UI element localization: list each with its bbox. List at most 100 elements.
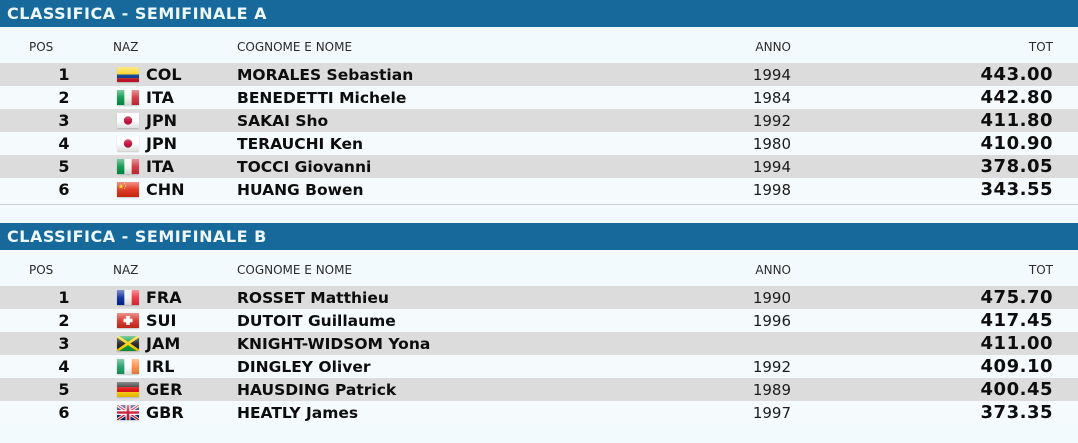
total-score-cell: 378.05 — [980, 156, 1053, 177]
column-header-anno: ANNO — [755, 263, 791, 277]
birth-year-cell: 1984 — [752, 88, 791, 107]
column-header-pos: POS — [29, 263, 54, 277]
flag-icon — [117, 336, 139, 351]
athlete-name-cell: MORALES Sebastian — [237, 65, 414, 84]
birth-year-cell: 1992 — [752, 111, 791, 130]
table-row: 6 GBR HEATLY James 1997 373.35 — [0, 401, 1078, 424]
column-headers-b: POS NAZ COGNOME E NOME ANNO TOT — [0, 250, 1078, 286]
nationality-cell: GER — [100, 380, 235, 399]
nationality-cell: JPN — [100, 134, 235, 153]
flag-icon — [117, 182, 139, 197]
nationality-code: SUI — [146, 311, 177, 330]
column-header-pos: POS — [29, 40, 54, 54]
section-title: CLASSIFICA - SEMIFINALE B — [7, 227, 267, 246]
nationality-code: FRA — [146, 288, 182, 307]
table-row: 1 COL MORALES Sebastian 1994 443.00 — [0, 63, 1078, 86]
table-row: 3 JAM KNIGHT-WIDSOM Yona 411.00 — [0, 332, 1078, 355]
athlete-name-cell: ROSSET Matthieu — [237, 288, 389, 307]
athlete-name-cell: SAKAI Sho — [237, 111, 329, 130]
table-row: 2 SUI DUTOIT Guillaume 1996 417.45 — [0, 309, 1078, 332]
table-row: 3 JPN SAKAI Sho 1992 411.80 — [0, 109, 1078, 132]
table-rows-b: 1 FRA ROSSET Matthieu 1990 475.70 2 SUI … — [0, 286, 1078, 424]
athlete-name-cell: TOCCI Giovanni — [237, 157, 372, 176]
nationality-code: GER — [146, 380, 183, 399]
flag-icon — [117, 136, 139, 151]
athlete-name-cell: HEATLY James — [237, 403, 359, 422]
total-score-cell: 400.45 — [980, 379, 1053, 400]
nationality-code: ITA — [146, 88, 175, 107]
position-cell: 4 — [58, 357, 70, 376]
athlete-name-cell: HUANG Bowen — [237, 180, 364, 199]
nationality-code: JAM — [146, 334, 181, 353]
column-header-name: COGNOME E NOME — [237, 263, 353, 277]
nationality-cell: CHN — [100, 180, 235, 199]
table-row: 5 GER HAUSDING Patrick 1989 400.45 — [0, 378, 1078, 401]
nationality-cell: FRA — [100, 288, 235, 307]
table-row: 6 CHN HUANG Bowen 1998 343.55 — [0, 178, 1078, 201]
table-row: 5 ITA TOCCI Giovanni 1994 378.05 — [0, 155, 1078, 178]
total-score-cell: 475.70 — [980, 287, 1053, 308]
athlete-name-cell: HAUSDING Patrick — [237, 380, 397, 399]
nationality-cell: ITA — [100, 88, 235, 107]
table-row: 1 FRA ROSSET Matthieu 1990 475.70 — [0, 286, 1078, 309]
section-title: CLASSIFICA - SEMIFINALE A — [7, 4, 267, 23]
position-cell: 2 — [58, 311, 70, 330]
table-row: 2 ITA BENEDETTI Michele 1984 442.80 — [0, 86, 1078, 109]
flag-icon — [117, 113, 139, 128]
table-row: 4 JPN TERAUCHI Ken 1980 410.90 — [0, 132, 1078, 155]
table-row: 4 IRL DINGLEY Oliver 1992 409.10 — [0, 355, 1078, 378]
flag-icon — [117, 405, 139, 420]
section-title-bar-a: CLASSIFICA - SEMIFINALE A — [0, 0, 1078, 27]
position-cell: 6 — [58, 403, 70, 422]
nationality-code: JPN — [146, 134, 178, 153]
position-cell: 1 — [58, 288, 70, 307]
nationality-code: CHN — [146, 180, 185, 199]
athlete-name-cell: BENEDETTI Michele — [237, 88, 407, 107]
total-score-cell: 373.35 — [980, 402, 1053, 423]
total-score-cell: 443.00 — [980, 64, 1053, 85]
birth-year-cell: 1990 — [752, 288, 791, 307]
column-header-anno: ANNO — [755, 40, 791, 54]
position-cell: 3 — [58, 111, 70, 130]
semifinal-b-section: CLASSIFICA - SEMIFINALE B POS NAZ COGNOM… — [0, 223, 1078, 424]
position-cell: 5 — [58, 157, 70, 176]
birth-year-cell: 1989 — [752, 380, 791, 399]
nationality-cell: IRL — [100, 357, 235, 376]
column-header-tot: TOT — [1028, 263, 1053, 277]
column-header-naz: NAZ — [113, 40, 139, 54]
table-divider — [0, 204, 1078, 205]
birth-year-cell: 1996 — [752, 311, 791, 330]
position-cell: 5 — [58, 380, 70, 399]
total-score-cell: 442.80 — [980, 87, 1053, 108]
nationality-cell: ITA — [100, 157, 235, 176]
nationality-cell: GBR — [100, 403, 235, 422]
flag-icon — [117, 90, 139, 105]
nationality-cell: SUI — [100, 311, 235, 330]
position-cell: 3 — [58, 334, 70, 353]
table-rows-a: 1 COL MORALES Sebastian 1994 443.00 2 IT… — [0, 63, 1078, 201]
flag-icon — [117, 313, 139, 328]
flag-icon — [117, 159, 139, 174]
nationality-code: GBR — [146, 403, 184, 422]
semifinal-a-section: CLASSIFICA - SEMIFINALE A POS NAZ COGNOM… — [0, 0, 1078, 201]
nationality-cell: COL — [100, 65, 235, 84]
results-page: CLASSIFICA - SEMIFINALE A POS NAZ COGNOM… — [0, 0, 1078, 424]
position-cell: 4 — [58, 134, 70, 153]
column-header-naz: NAZ — [113, 263, 139, 277]
nationality-code: IRL — [146, 357, 175, 376]
section-title-bar-b: CLASSIFICA - SEMIFINALE B — [0, 223, 1078, 250]
flag-icon — [117, 382, 139, 397]
total-score-cell: 411.80 — [980, 110, 1053, 131]
section-gap — [0, 205, 1078, 223]
nationality-code: COL — [146, 65, 182, 84]
birth-year-cell: 1994 — [752, 157, 791, 176]
position-cell: 1 — [58, 65, 70, 84]
column-header-tot: TOT — [1028, 40, 1053, 54]
column-header-name: COGNOME E NOME — [237, 40, 353, 54]
athlete-name-cell: KNIGHT-WIDSOM Yona — [237, 334, 431, 353]
birth-year-cell: 1998 — [752, 180, 791, 199]
nationality-cell: JAM — [100, 334, 235, 353]
birth-year-cell: 1980 — [752, 134, 791, 153]
nationality-code: JPN — [146, 111, 178, 130]
total-score-cell: 411.00 — [980, 333, 1053, 354]
